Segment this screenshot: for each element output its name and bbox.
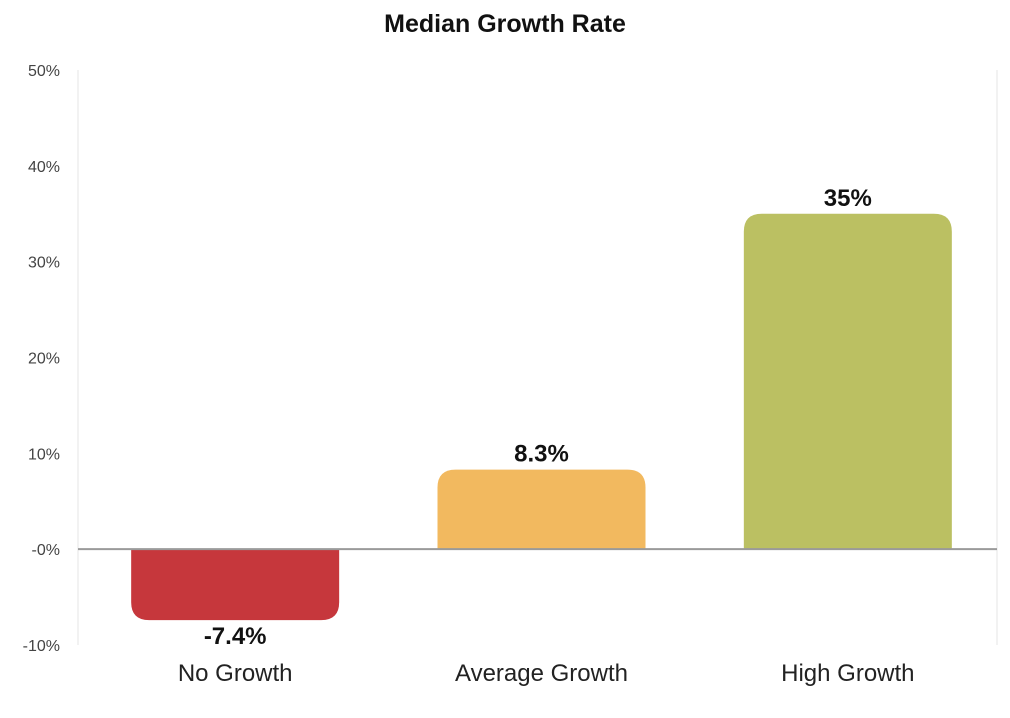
y-tick-label: 50% xyxy=(28,63,60,80)
data-label: 8.3% xyxy=(514,441,569,468)
x-tick-label: Average Growth xyxy=(455,660,628,687)
x-tick-label: High Growth xyxy=(781,660,914,687)
y-tick-label: 30% xyxy=(28,255,60,272)
y-tick-label: 40% xyxy=(28,159,60,176)
y-tick-label: 10% xyxy=(28,446,60,463)
data-label: -7.4% xyxy=(204,623,267,650)
bar xyxy=(131,549,340,621)
bar xyxy=(437,469,646,550)
chart-title: Median Growth Rate xyxy=(384,10,626,38)
bar xyxy=(743,213,952,550)
x-tick-label: No Growth xyxy=(178,660,293,687)
y-tick-label: -0% xyxy=(32,542,60,559)
data-label: 35% xyxy=(824,185,872,212)
y-tick-label: -10% xyxy=(23,638,60,655)
y-tick-label: 20% xyxy=(28,351,60,368)
